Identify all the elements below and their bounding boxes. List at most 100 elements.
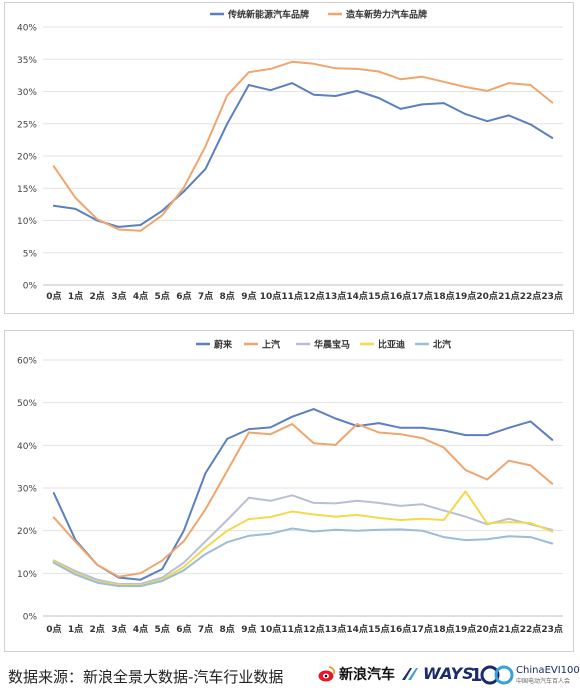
ways-mark-icon: [402, 667, 418, 680]
data-point: [443, 509, 445, 512]
data-point: [378, 529, 380, 531]
data-point: [399, 505, 402, 507]
data-point: [421, 517, 423, 520]
data-point: [529, 420, 532, 423]
svg-text:1: 1: [470, 665, 483, 686]
x-tick-label: 22点: [520, 623, 542, 635]
y-tick-label: 30%: [17, 485, 37, 495]
data-point: [74, 573, 77, 576]
data-point: [291, 494, 293, 497]
data-point: [226, 438, 228, 440]
legend-label: 北汽: [433, 339, 451, 351]
sina-auto-label: 新浪汽车: [339, 667, 395, 683]
data-point: [313, 442, 315, 444]
data-point: [269, 433, 272, 436]
data-point: [334, 502, 337, 505]
legend-label: 造车新势力汽车品牌: [346, 9, 427, 21]
data-point: [139, 230, 142, 232]
data-point: [269, 68, 272, 70]
x-tick-label: 16点: [390, 290, 412, 302]
series-line-3: [52, 494, 554, 585]
data-point: [269, 426, 272, 429]
data-point: [421, 75, 423, 78]
data-point: [508, 517, 510, 520]
series-line-1: [52, 408, 554, 581]
data-point: [96, 564, 98, 566]
x-tick-label: 13点: [325, 290, 347, 302]
data-point: [204, 540, 207, 543]
data-point: [161, 568, 163, 570]
data-point: [53, 492, 55, 494]
x-tick-label: 12点: [303, 623, 325, 635]
data-point: [508, 535, 510, 538]
x-tick-label: 11点: [281, 623, 303, 635]
data-point: [226, 470, 228, 472]
data-point: [183, 566, 185, 568]
y-tick-label: 40%: [17, 442, 37, 452]
chart-panel-brand-type: 0% 5% 10% 15% 20% 25% 30% 35% 40% 0点 1点 2点 3点 4点 5点 6点 7…: [4, 2, 574, 314]
x-tick-label: 5点: [155, 623, 170, 635]
data-point: [248, 84, 250, 86]
data-point: [551, 438, 553, 441]
x-tick-label: 14点: [346, 623, 368, 635]
x-tick-label: 23点: [541, 623, 563, 635]
data-point: [74, 570, 77, 572]
data-point: [464, 113, 467, 115]
x-tick-label: 2点: [90, 623, 105, 635]
x-tick-label: 14点: [346, 290, 368, 302]
data-point: [161, 214, 163, 217]
x-tick-label: 8点: [220, 290, 235, 302]
data-point: [508, 114, 510, 117]
data-point: [53, 165, 55, 168]
x-tick-label: 11点: [281, 290, 303, 302]
x-tick-label: 5点: [155, 290, 170, 302]
x-tick-label: 3点: [111, 290, 126, 302]
data-point: [529, 536, 532, 538]
data-point: [378, 70, 380, 73]
data-point: [183, 186, 185, 189]
data-point: [443, 102, 445, 104]
data-point: [399, 519, 402, 521]
x-tick-label: 15点: [368, 623, 390, 635]
chinaev100-label: ChinaEVI100: [516, 665, 580, 676]
data-point: [378, 97, 380, 99]
ways-logo: WAYS: [400, 664, 474, 683]
x-tick-label: 19点: [455, 290, 477, 302]
data-point: [183, 569, 185, 572]
y-tick-label: 10%: [17, 570, 37, 580]
data-point: [486, 538, 488, 540]
data-point: [269, 516, 272, 518]
x-tick-label: 20点: [476, 290, 498, 302]
data-point: [486, 90, 488, 92]
x-tick-label: 8点: [220, 623, 235, 635]
chart-brands: 0% 10% 20% 30% 40% 50% 60% 0点 1点 2点 3点 4点 5点 6点 7点 8点 9点…: [17, 339, 563, 635]
sina-auto-logo: 新浪汽车: [318, 664, 395, 684]
data-point: [443, 519, 445, 521]
data-source-text: 数据来源：新浪全景大数据-汽车行业数据: [8, 668, 284, 686]
data-point: [204, 546, 207, 549]
data-point: [529, 84, 532, 86]
data-point: [421, 427, 423, 429]
x-tick-label: 20点: [476, 623, 498, 635]
data-point: [118, 228, 120, 231]
x-tick-label: 13点: [325, 623, 347, 635]
data-point: [313, 408, 315, 410]
chinaev100-logo: 1 ChinaEVI100 中国电动汽车百人会: [470, 664, 580, 686]
data-point: [161, 576, 163, 579]
x-tick-label: 1点: [68, 623, 83, 635]
footer: 数据来源：新浪全景大数据-汽车行业数据 新浪汽车 WAYS 1 ChinaEVI…: [0, 652, 580, 695]
x-tick-label: 10点: [260, 623, 282, 635]
x-tick-label: 7点: [198, 623, 213, 635]
data-point: [291, 61, 293, 63]
data-point: [529, 123, 532, 126]
x-tick-label: 4点: [133, 290, 148, 302]
data-point: [204, 145, 207, 148]
x-tick-label: 16点: [390, 623, 412, 635]
data-point: [291, 82, 293, 84]
data-point: [356, 68, 358, 70]
series-line-2: [52, 60, 554, 232]
data-point: [161, 210, 163, 212]
x-tick-label: 6点: [176, 290, 191, 302]
y-tick-label: 20%: [17, 527, 37, 537]
x-tick-label: 9点: [241, 290, 256, 302]
